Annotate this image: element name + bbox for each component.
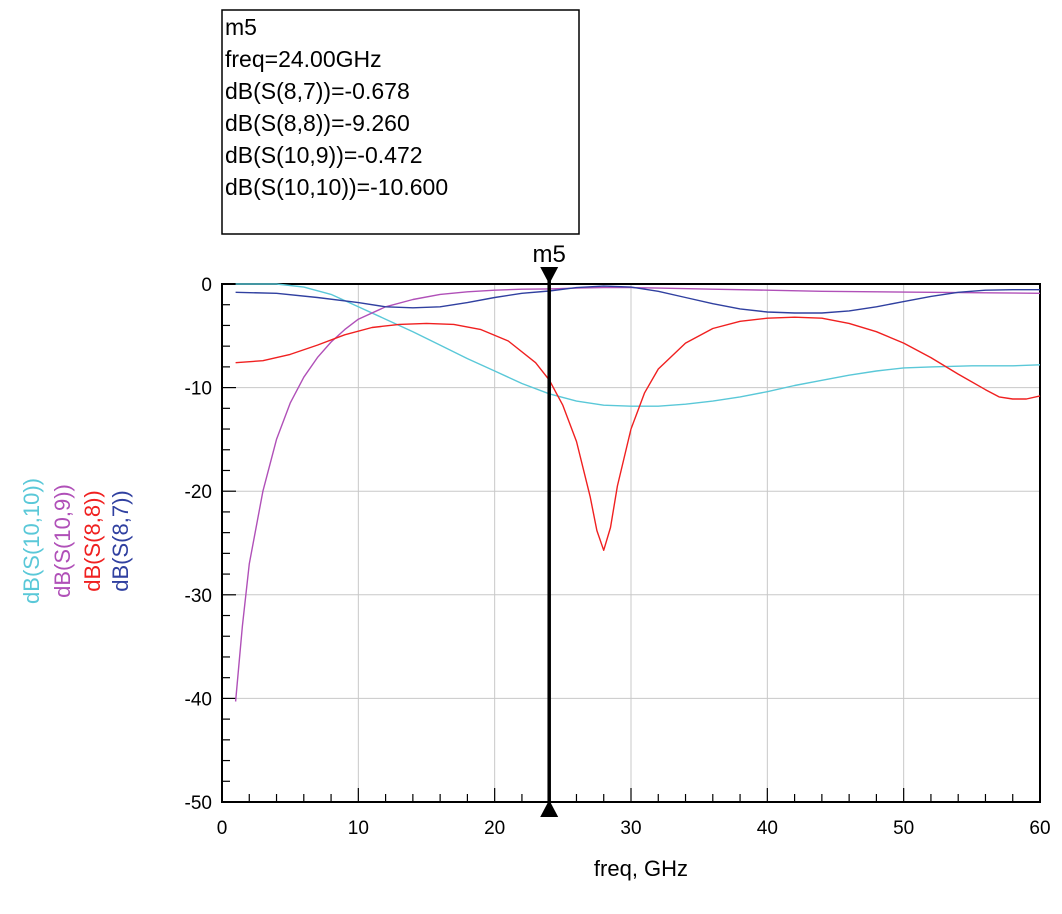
marker-readout-line: dB(S(10,9))=-0.472 [225,142,423,168]
x-tick-label: 30 [620,818,641,839]
marker-readout-box: m5 freq=24.00GHz dB(S(8,7))=-0.678 dB(S(8,8… [221,9,580,235]
y-tick-label: -20 [185,482,212,503]
y-tick-label: 0 [201,275,212,296]
marker-readout-line: freq=24.00GHz [225,46,382,72]
marker-m5[interactable]: m5 [533,241,566,817]
x-tick-label: 50 [893,818,914,839]
series-line [235,283,1041,407]
y-tick-label: -50 [185,793,212,814]
x-tick-label: 60 [1029,818,1050,839]
marker-readout-line: dB(S(8,8))=-9.260 [225,110,410,136]
marker-readout-line: dB(S(10,10))=-10.600 [225,174,448,200]
series-line [234,286,1041,702]
series-line [235,316,1041,551]
x-tick-label: 0 [217,818,228,839]
data-series [234,283,1041,702]
x-tick-label: 40 [757,818,778,839]
y-tick-label: -10 [185,379,212,400]
marker-top-triangle [540,267,559,284]
y-axis-series-label: dB(S(8,8)) [80,490,105,591]
y-tick-labels: 0 -10 -20 -30 -40 -50 [185,275,212,814]
plot-frame [221,283,1041,803]
x-axis-title: freq, GHz [594,856,688,881]
marker-readout-line: m5 [225,14,257,40]
marker-readout-line: dB(S(8,7))=-0.678 [225,78,410,104]
y-tick-label: -30 [185,586,212,607]
y-axis-series-label: dB(S(8,7)) [108,490,133,591]
marker-readout-frame [221,9,580,235]
series-line [235,285,1040,314]
x-tick-label: 10 [348,818,369,839]
y-axis-series-label: dB(S(10,9)) [50,484,75,598]
y-tick-label: -40 [185,689,212,710]
x-tick-labels: 0 10 20 30 40 50 60 [217,818,1051,839]
marker-readout-lines: m5 freq=24.00GHz dB(S(8,7))=-0.678 dB(S(8,8… [225,14,448,200]
marker-bottom-triangle [540,800,559,817]
x-tick-label: 20 [484,818,505,839]
marker-label: m5 [533,241,566,268]
grid [221,283,1041,803]
y-axis-series-label: dB(S(10,10)) [19,478,44,604]
